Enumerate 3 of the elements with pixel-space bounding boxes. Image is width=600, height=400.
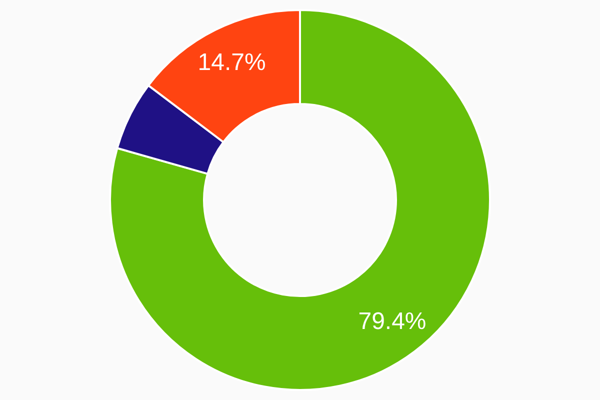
data-label: 14.7% bbox=[198, 49, 266, 76]
data-label: 79.4% bbox=[358, 308, 426, 336]
donut-slice bbox=[109, 9, 491, 391]
